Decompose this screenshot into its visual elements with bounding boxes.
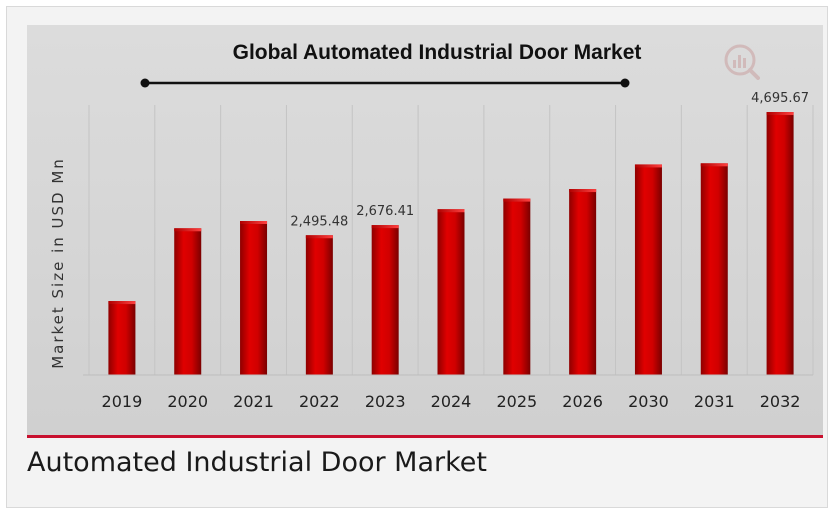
x-tick-2026: 2026: [562, 392, 603, 411]
data-label-2022: 2,495.48: [290, 214, 348, 229]
x-tick-2025: 2025: [496, 392, 537, 411]
y-axis-label: Market Size in USD Mn: [49, 157, 67, 369]
x-tick-2020: 2020: [167, 392, 208, 411]
bars-group: [83, 112, 813, 376]
x-tick-2021: 2021: [233, 392, 274, 411]
x-tick-2023: 2023: [365, 392, 406, 411]
bar-cap-2019: [108, 301, 136, 305]
chart-card: Global Automated Industrial Door Market …: [6, 6, 828, 508]
bar-2023: [371, 225, 399, 375]
bar-cap-2024: [437, 209, 465, 213]
title-underline-dot-right: [620, 78, 630, 88]
x-tick-2019: 2019: [102, 392, 143, 411]
x-tick-2030: 2030: [628, 392, 669, 411]
title-underline-dot-left: [140, 78, 150, 88]
bar-2019: [108, 301, 136, 375]
x-tick-2032: 2032: [760, 392, 801, 411]
bar-cap-2031: [700, 163, 728, 167]
bar-cap-2023: [371, 225, 399, 229]
bar-cap-2025: [503, 198, 531, 202]
caption-divider: [27, 435, 823, 438]
bar-2032: [766, 112, 794, 375]
x-tick-2024: 2024: [431, 392, 472, 411]
bar-2031: [700, 163, 728, 375]
background-pattern: [88, 105, 814, 375]
data-label-2032: 4,695.67: [751, 91, 809, 106]
bar-cap-2022: [305, 235, 333, 239]
chart-title: Global Automated Industrial Door Market: [233, 41, 642, 64]
bar-cap-2032: [766, 112, 794, 116]
bar-2030: [634, 164, 662, 375]
image-caption: Automated Industrial Door Market: [27, 447, 487, 478]
bar-2022: [305, 235, 333, 375]
bar-2024: [437, 209, 465, 375]
brand-logo-icon: [724, 44, 760, 80]
bar-chart: Global Automated Industrial Door Market …: [49, 41, 814, 411]
bar-2020: [174, 228, 202, 375]
data-label-2023: 2,676.41: [356, 204, 414, 219]
x-tick-2031: 2031: [694, 392, 735, 411]
data-labels: 2,495.48 2,676.41 4,695.67: [290, 91, 809, 229]
bar-cap-2020: [174, 228, 202, 232]
bar-2026: [569, 189, 597, 375]
x-tick-labels: 2019 2020 2021 2022 2023 2024 2025 2026 2030 2031…: [102, 392, 801, 411]
bar-cap-2026: [569, 189, 597, 193]
bar-cap-2030: [634, 164, 662, 168]
chart-panel: Global Automated Industrial Door Market …: [27, 25, 823, 435]
bar-cap-2021: [240, 221, 268, 224]
bar-2025: [503, 198, 531, 375]
bar-2021: [240, 221, 268, 375]
x-tick-2022: 2022: [299, 392, 340, 411]
